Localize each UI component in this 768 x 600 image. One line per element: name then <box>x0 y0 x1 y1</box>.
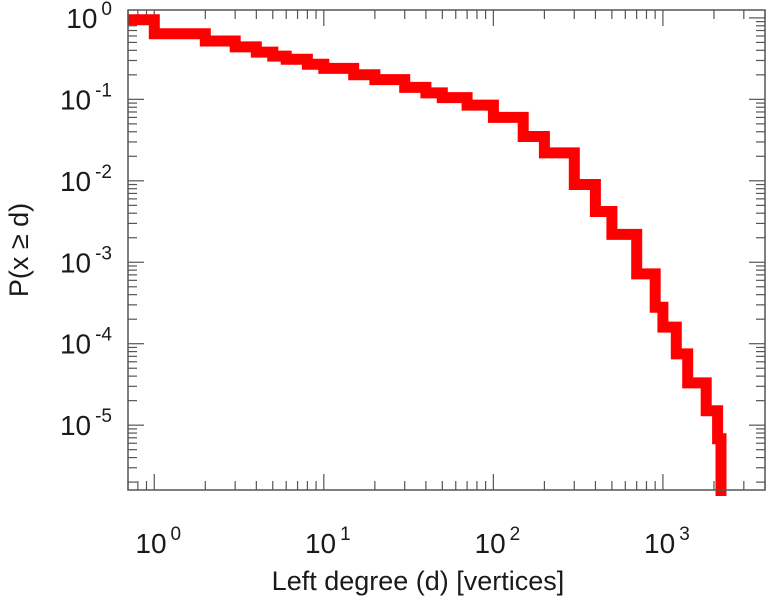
x-tick-labels: 10 0 10 1 10 2 10 3 <box>135 524 689 559</box>
axis-ticks <box>127 10 766 490</box>
x-tick-label: 10 1 <box>305 524 351 559</box>
y-tick-label: 10 -2 <box>60 162 112 197</box>
y-axis-title: P(x ≥ d) <box>4 203 34 297</box>
y-tick-label: 10 -4 <box>60 325 112 360</box>
y-tick-label: 10 0 <box>66 0 112 34</box>
y-tick-label: 10 -3 <box>60 243 112 278</box>
x-axis-title: Left degree (d) [vertices] <box>272 566 565 596</box>
series-line <box>128 14 727 496</box>
x-tick-label: 10 3 <box>644 524 690 559</box>
x-tick-label: 10 2 <box>475 524 521 559</box>
x-tick-label: 10 0 <box>135 524 181 559</box>
y-tick-label: 10 -1 <box>60 80 112 115</box>
plot-frame <box>127 9 766 491</box>
y-tick-label: 10 -5 <box>60 406 112 441</box>
